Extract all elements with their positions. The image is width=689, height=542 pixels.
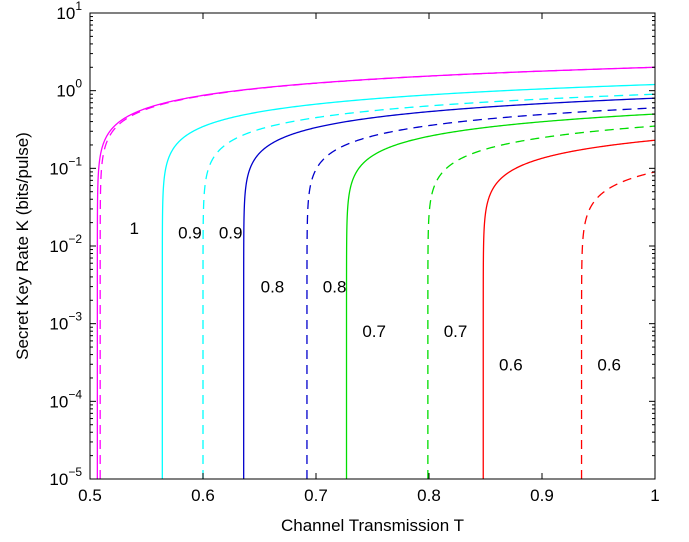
x-tick-label: 0.7 — [304, 486, 328, 505]
y-tick-label: 10−2 — [49, 232, 82, 256]
y-tick-label: 10−3 — [49, 310, 82, 334]
curve-label: 0.7 — [362, 322, 386, 341]
y-tick-label: 101 — [56, 0, 82, 23]
curve-label: 0.8 — [323, 278, 347, 297]
curve-label: 0.9 — [219, 223, 243, 242]
curve-label: 0.9 — [178, 223, 202, 242]
curve-0_6-dashed — [580, 171, 656, 479]
plot-frame — [89, 12, 656, 480]
curve-label: 0.6 — [597, 355, 621, 374]
curve-0_8-solid — [243, 97, 656, 479]
curve-1-solid — [96, 66, 656, 480]
x-axis-title: Channel Transmission T — [281, 516, 464, 535]
curve-0_9-solid — [161, 83, 656, 479]
x-tick-label: 0.5 — [78, 486, 102, 505]
curve-label: 0.7 — [444, 322, 468, 341]
curve-label: 0.8 — [261, 278, 285, 297]
y-tick-label: 10−4 — [49, 387, 82, 411]
y-tick-label: 10−5 — [49, 465, 82, 489]
curve-0_7-dashed — [427, 125, 656, 479]
y-tick-label: 100 — [56, 77, 82, 101]
x-tick-label: 0.9 — [530, 486, 554, 505]
y-axis-title: Secret Key Rate K (bits/pulse) — [13, 132, 32, 360]
curve-0_6-solid — [482, 139, 656, 479]
curve-label: 0.6 — [499, 355, 523, 374]
curve-label: 1 — [130, 219, 139, 238]
curve-0_8-dashed — [306, 107, 656, 479]
x-tick-label: 1 — [650, 486, 659, 505]
curve-0_9-dashed — [202, 93, 656, 479]
y-tick-label: 10−1 — [49, 154, 82, 178]
curves-layer — [96, 66, 656, 480]
x-tick-label: 0.8 — [417, 486, 441, 505]
x-tick-label: 0.6 — [191, 486, 215, 505]
curve-1-dashed — [99, 66, 656, 479]
curve-0_7-solid — [345, 113, 656, 479]
curve-labels-layer: 1 0.9 0.9 0.8 0.8 0.7 0.7 0.6 0.6 — [130, 219, 621, 374]
